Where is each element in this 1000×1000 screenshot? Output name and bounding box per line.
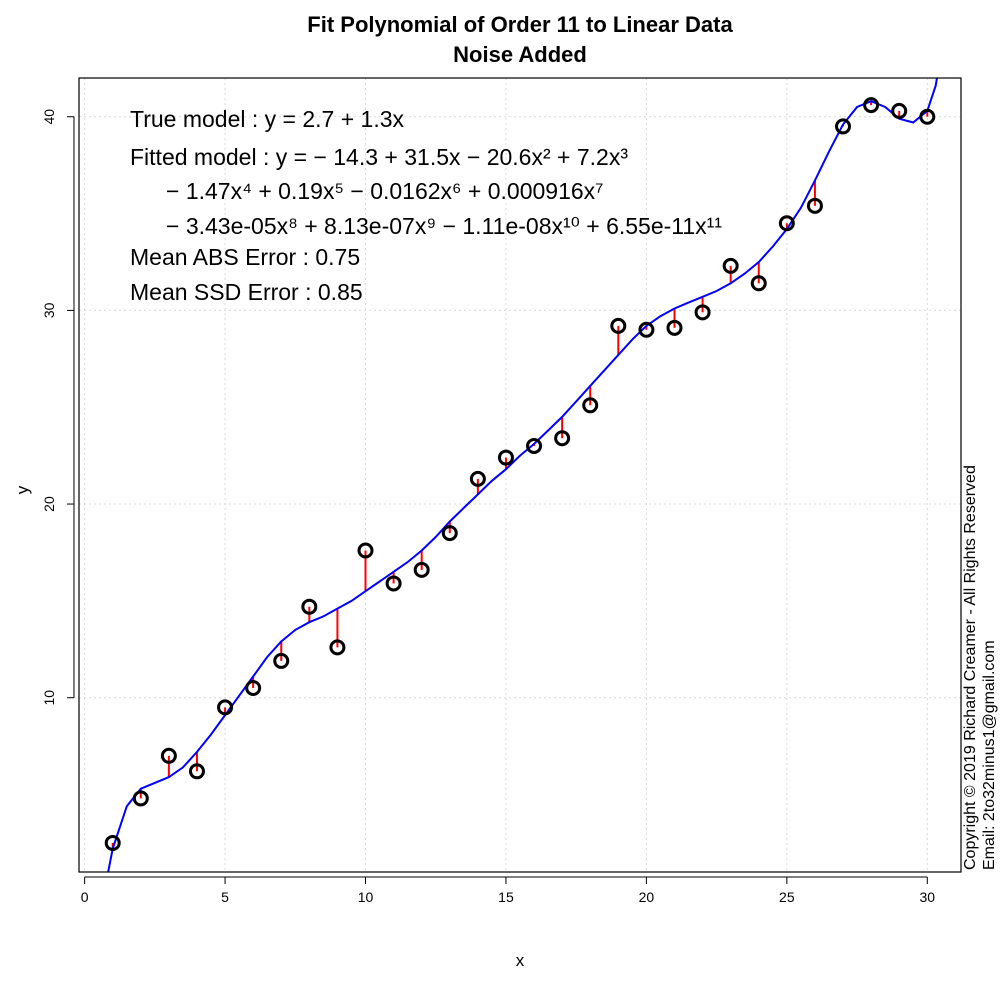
x-tick-label: 10	[358, 889, 374, 905]
data-point	[469, 470, 486, 487]
data-point	[413, 561, 430, 578]
y-axis: 10 20 30 40	[41, 109, 75, 706]
x-tick-label: 25	[779, 889, 795, 905]
data-point	[666, 319, 683, 336]
copyright-notice: Copyright © 2019 Richard Creamer - All R…	[962, 465, 979, 870]
annotation-block: True model : y = 2.7 + 1.3x Fitted model…	[130, 106, 722, 305]
data-point	[329, 639, 346, 656]
data-point	[385, 575, 402, 592]
data-point	[217, 699, 234, 716]
plot-frame	[78, 77, 962, 873]
data-point	[750, 275, 767, 292]
annotation-fitted-model-line3: − 3.43e-05x⁸ + 8.13e-07x⁹ − 1.11e-08x¹⁰ …	[166, 213, 722, 239]
data-point	[554, 430, 571, 447]
data-point	[891, 102, 908, 119]
data-point	[919, 108, 936, 125]
data-point	[806, 197, 823, 214]
data-point	[273, 652, 290, 669]
y-axis-label: y	[13, 485, 32, 494]
x-axis-label: x	[516, 951, 525, 970]
data-point	[638, 321, 655, 338]
data-point	[104, 834, 121, 851]
x-axis: 0 5 10 15 20 25 30	[81, 876, 936, 905]
data-point	[526, 437, 543, 454]
copyright-email: Email: 2to32minus1@gmail.com	[981, 640, 998, 870]
data-point	[132, 790, 149, 807]
data-point	[301, 598, 318, 615]
data-point	[722, 257, 739, 274]
y-tick-label: 40	[41, 109, 57, 125]
annotation-fitted-model: Fitted model : y = − 14.3 + 31.5x − 20.6…	[130, 144, 628, 170]
x-tick-label: 5	[221, 889, 229, 905]
data-point	[441, 525, 458, 542]
data-point	[582, 397, 599, 414]
data-point	[160, 747, 177, 764]
annotation-true-model: True model : y = 2.7 + 1.3x	[130, 106, 405, 132]
data-points	[104, 97, 936, 851]
chart-title: Fit Polynomial of Order 11 to Linear Dat…	[307, 12, 733, 37]
data-point	[497, 449, 514, 466]
data-point	[610, 317, 627, 334]
data-point	[778, 215, 795, 232]
data-point	[863, 97, 880, 114]
x-tick-label: 15	[498, 889, 514, 905]
y-tick-label: 10	[41, 690, 57, 706]
fitted-curve	[107, 78, 938, 872]
x-tick-label: 20	[639, 889, 655, 905]
chart-subtitle: Noise Added	[453, 42, 587, 67]
y-tick-label: 30	[41, 302, 57, 318]
data-point	[188, 763, 205, 780]
data-point	[694, 304, 711, 321]
y-tick-label: 20	[41, 496, 57, 512]
data-point	[245, 680, 262, 697]
annotation-mean-abs-error: Mean ABS Error : 0.75	[130, 244, 360, 270]
x-tick-label: 30	[920, 889, 936, 905]
data-point	[835, 118, 852, 135]
annotation-fitted-model-line2: − 1.47x⁴ + 0.19x⁵ − 0.0162x⁶ + 0.000916x…	[166, 178, 603, 204]
annotation-mean-ssd-error: Mean SSD Error : 0.85	[130, 279, 363, 305]
data-point	[357, 542, 374, 559]
x-tick-label: 0	[81, 889, 89, 905]
grid-lines	[79, 78, 961, 872]
